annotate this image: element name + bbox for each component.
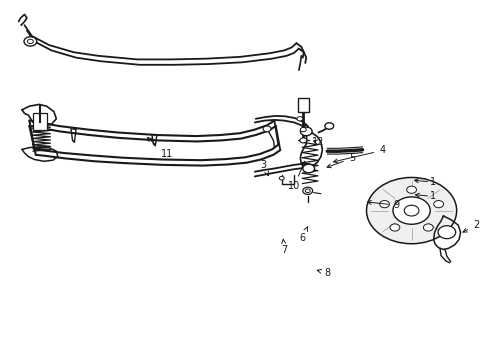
Text: 3: 3 — [261, 160, 269, 176]
Text: 5: 5 — [327, 153, 355, 168]
Circle shape — [300, 127, 306, 132]
Circle shape — [325, 123, 334, 129]
Text: 4: 4 — [334, 145, 385, 163]
Circle shape — [303, 187, 313, 194]
Circle shape — [390, 224, 400, 231]
Text: 6: 6 — [300, 227, 308, 243]
Circle shape — [279, 176, 284, 180]
Circle shape — [27, 39, 33, 44]
Circle shape — [303, 164, 315, 173]
FancyBboxPatch shape — [298, 98, 309, 112]
Circle shape — [297, 117, 303, 121]
Circle shape — [434, 201, 443, 208]
Text: 1: 1 — [430, 191, 436, 201]
Text: 12: 12 — [312, 137, 325, 147]
Circle shape — [263, 126, 271, 132]
Circle shape — [24, 37, 37, 46]
Circle shape — [438, 226, 456, 239]
Text: 10: 10 — [288, 161, 305, 192]
Circle shape — [305, 189, 310, 193]
Circle shape — [300, 127, 312, 136]
Text: 1: 1 — [430, 177, 436, 187]
Text: 8: 8 — [318, 268, 330, 278]
Circle shape — [404, 205, 419, 216]
Text: 7: 7 — [281, 239, 287, 255]
FancyBboxPatch shape — [33, 113, 47, 130]
Circle shape — [367, 177, 457, 244]
Circle shape — [423, 224, 433, 231]
Circle shape — [300, 138, 307, 143]
Text: 2: 2 — [463, 220, 479, 232]
Text: 9: 9 — [368, 200, 400, 210]
Text: 11: 11 — [147, 138, 172, 159]
Circle shape — [393, 197, 430, 224]
Circle shape — [407, 186, 416, 193]
Circle shape — [380, 201, 390, 208]
